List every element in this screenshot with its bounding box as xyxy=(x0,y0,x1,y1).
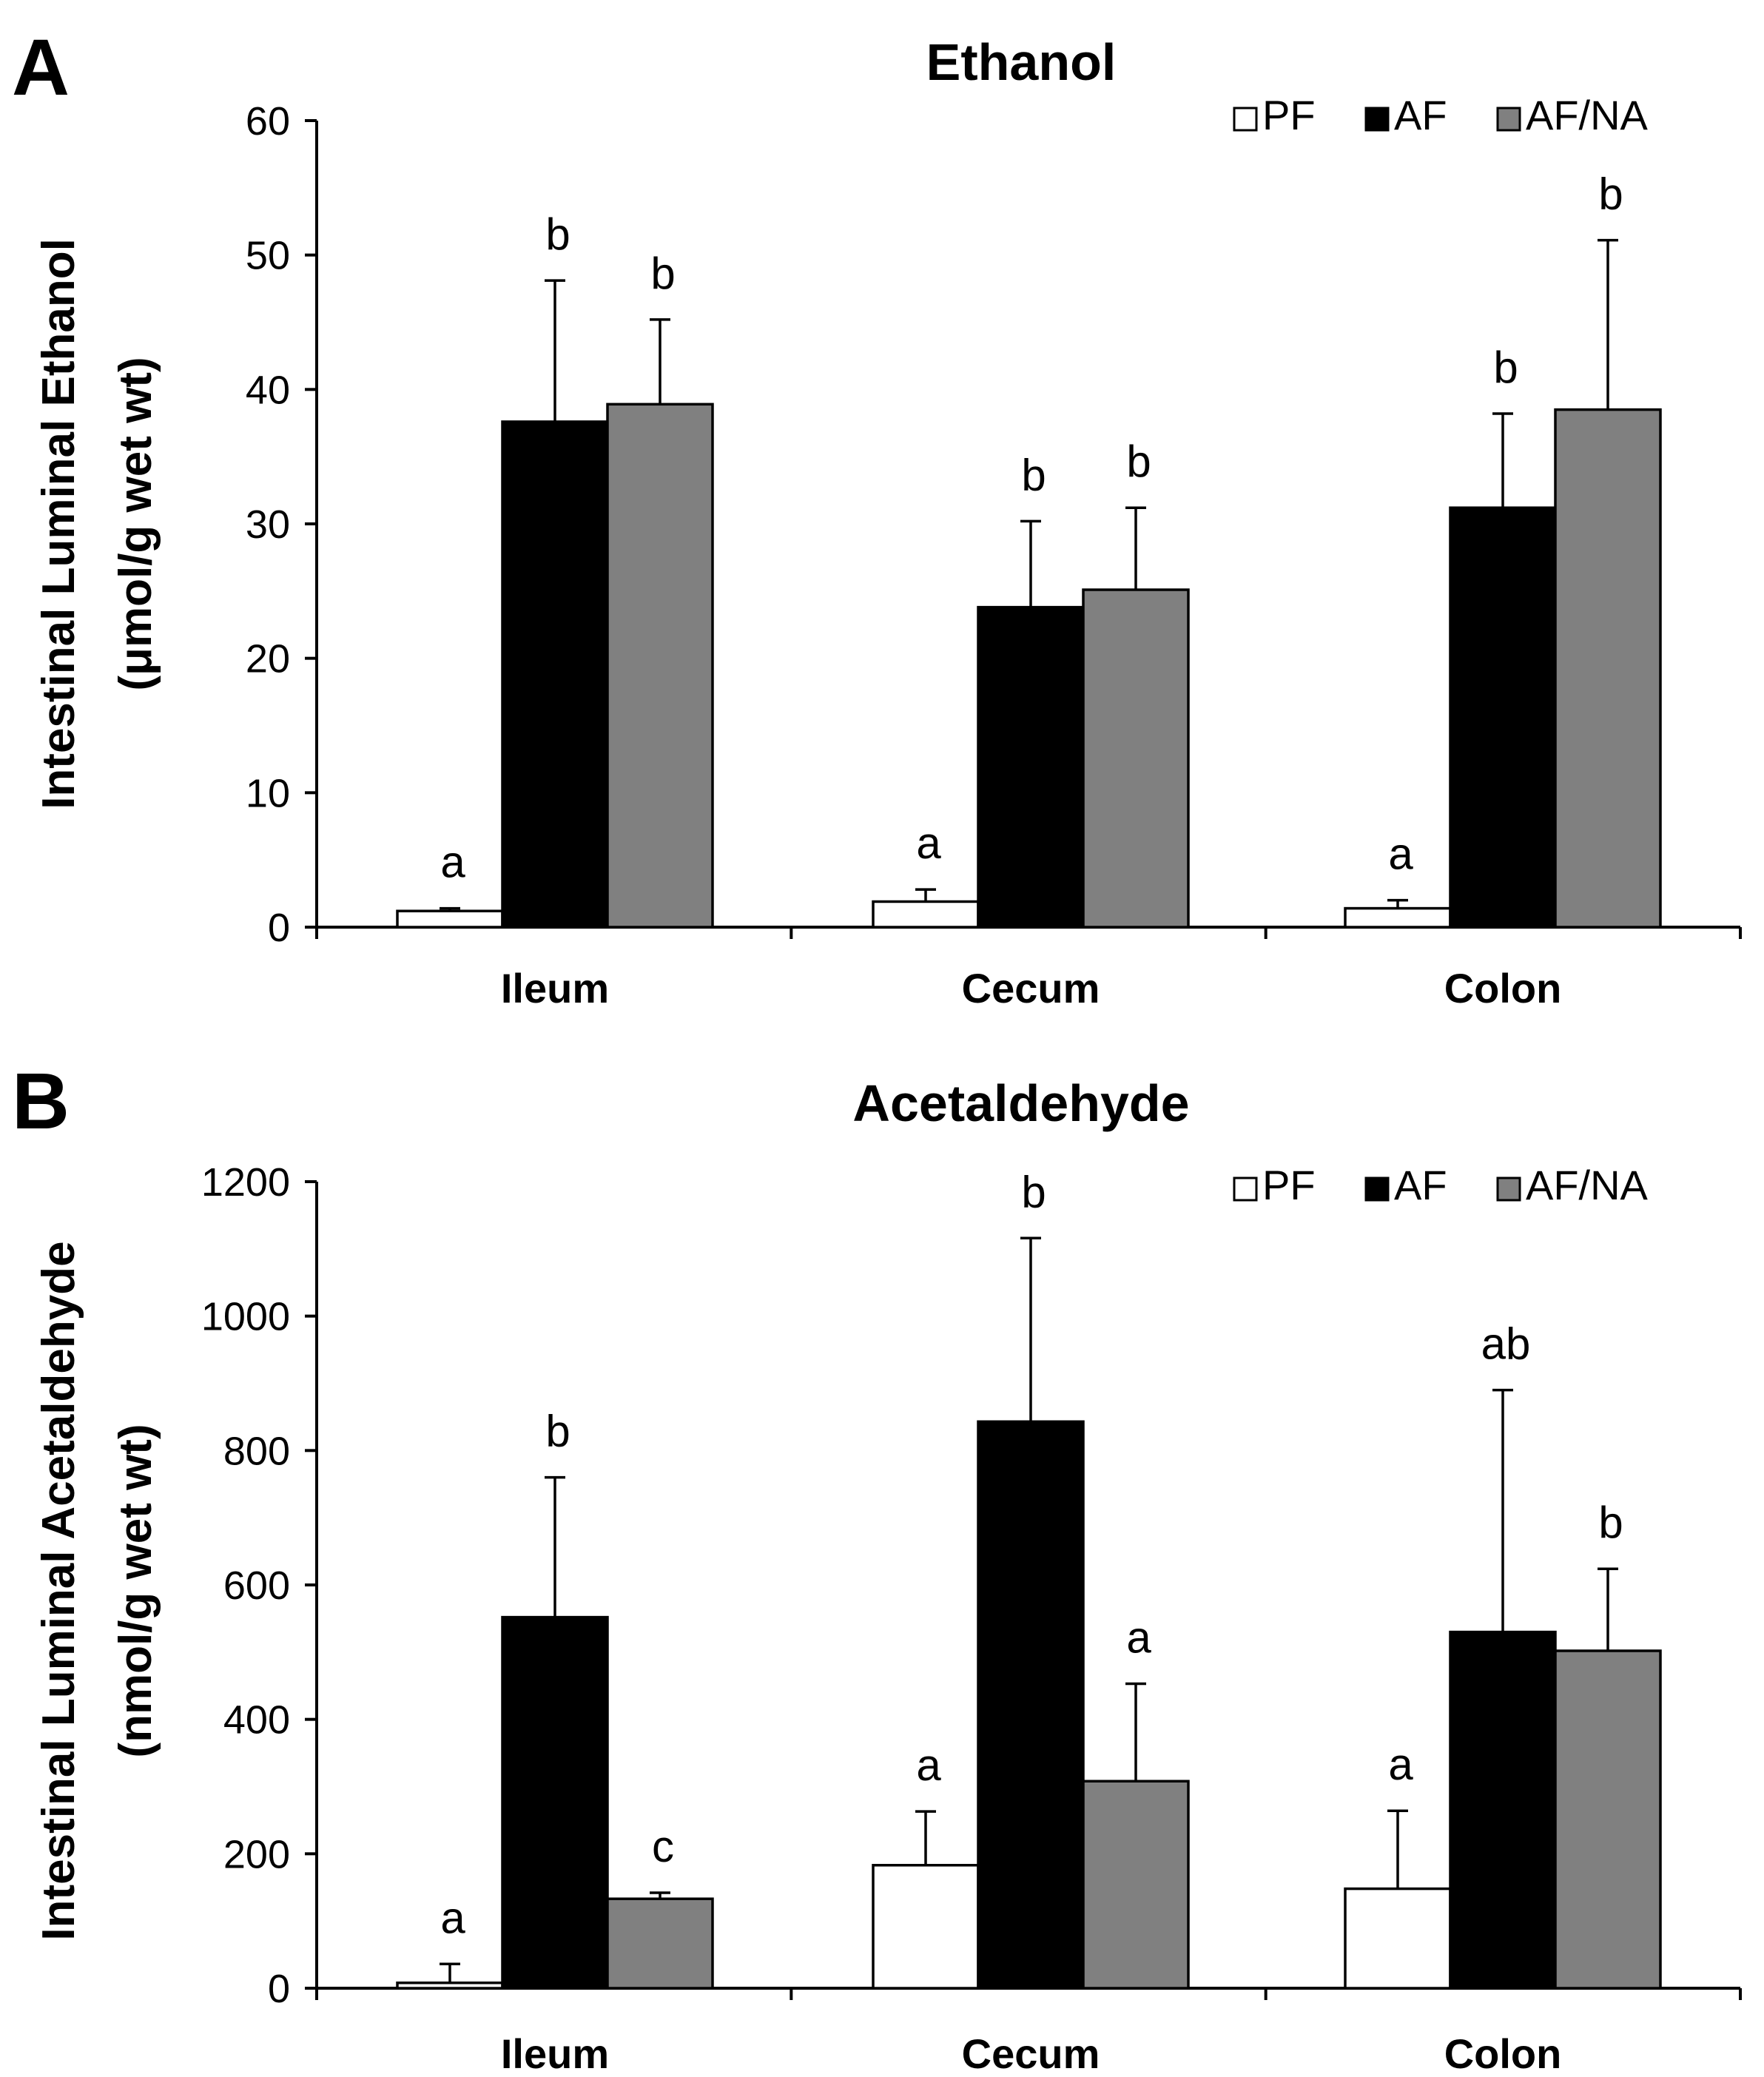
y-tick-label: 600 xyxy=(223,1563,290,1608)
legend-swatch xyxy=(1496,1176,1521,1202)
x-category-label: Colon xyxy=(1444,2030,1562,2077)
y-tick-label: 0 xyxy=(268,1967,290,2011)
legend-swatch xyxy=(1233,107,1258,132)
chart-panel-acetaldehyde: B Acetaldehyde Intestinal Luminal Acetal… xyxy=(12,1056,1742,2077)
y-tick-label: 200 xyxy=(223,1832,290,1876)
legend-swatch xyxy=(1364,1176,1390,1202)
significance-label: c xyxy=(652,1822,674,1871)
legend-item: AF xyxy=(1364,1162,1447,1208)
chart-panel-ethanol: A Ethanol Intestinal Luminal Ethanol (μm… xyxy=(12,22,1742,1011)
y-axis-label-line1: Intestinal Luminal Acetaldehyde xyxy=(33,1241,84,1940)
y-tick-label: 10 xyxy=(246,771,290,815)
y-tick-label: 60 xyxy=(246,99,290,144)
bar-pf xyxy=(1344,1887,1452,1990)
bar-pf xyxy=(396,909,504,929)
legend-item: AF/NA xyxy=(1496,92,1649,138)
bar-pf xyxy=(1344,906,1452,929)
bar-af-na xyxy=(1082,1780,1190,1990)
significance-label: a xyxy=(1126,1613,1151,1663)
legend-item: PF xyxy=(1233,1162,1316,1208)
bar-af xyxy=(1449,1630,1557,1990)
y-tick-label: 1000 xyxy=(201,1295,290,1339)
y-tick-label: 1200 xyxy=(201,1160,290,1205)
panel-letter: B xyxy=(12,1056,70,1145)
x-category-label: Cecum xyxy=(962,2030,1100,2077)
y-axis-label: Intestinal Luminal Ethanol (μmol/g wet w… xyxy=(33,238,161,809)
y-axis-label-line2: (nmol/g wet wt) xyxy=(110,1424,161,1757)
significance-label: a xyxy=(440,838,465,887)
y-tick-label: 800 xyxy=(223,1429,290,1473)
bar-pf xyxy=(396,1981,504,1990)
panel-letter: A xyxy=(12,22,70,112)
y-axis-label: Intestinal Luminal Acetaldehyde (nmol/g … xyxy=(33,1241,161,1940)
legend-swatch xyxy=(1496,107,1521,132)
y-tick-label: 400 xyxy=(223,1698,290,1743)
y-tick-label: 40 xyxy=(246,368,290,412)
x-category-label: Cecum xyxy=(962,965,1100,1011)
legend-label: PF xyxy=(1262,1162,1316,1208)
bar-af-na xyxy=(606,403,714,929)
legend-label: AF xyxy=(1394,92,1447,138)
significance-label: a xyxy=(916,818,941,868)
chart-title: Acetaldehyde xyxy=(852,1074,1189,1132)
bar-af xyxy=(501,1615,609,1990)
bar-af xyxy=(1449,506,1557,929)
significance-label: a xyxy=(1388,829,1413,879)
significance-label: b xyxy=(545,1407,570,1456)
legend-label: AF/NA xyxy=(1526,1162,1649,1208)
x-category-label: Ileum xyxy=(501,965,609,1011)
plot-area: 0 10 20 30 40 50 60 Ileum Cecum Colon a a a b b b b b b PF A… xyxy=(246,92,1742,1011)
significance-label: b xyxy=(1493,343,1518,392)
significance-label: a xyxy=(1388,1740,1413,1789)
bar-af xyxy=(977,1420,1085,1990)
significance-label: b xyxy=(1598,1498,1623,1547)
significance-label: b xyxy=(545,209,570,259)
bar-pf xyxy=(872,900,980,929)
significance-label: a xyxy=(440,1893,465,1942)
significance-label: b xyxy=(1598,169,1623,219)
bar-af-na xyxy=(1082,588,1190,929)
y-axis-label-line1: Intestinal Luminal Ethanol xyxy=(33,238,84,809)
legend-label: AF/NA xyxy=(1526,92,1649,138)
y-tick-label: 20 xyxy=(246,637,290,681)
legend-swatch xyxy=(1233,1176,1258,1202)
bar-af-na xyxy=(1554,1649,1662,1990)
significance-label: b xyxy=(1021,1167,1046,1216)
bar-af-na xyxy=(606,1897,714,1990)
significance-label: b xyxy=(1126,437,1151,486)
y-axis-label-line2: (μmol/g wet wt) xyxy=(110,357,161,690)
bar-pf xyxy=(872,1864,980,1990)
legend-swatch xyxy=(1364,107,1390,132)
y-tick-label: 0 xyxy=(268,906,290,950)
y-tick-label: 30 xyxy=(246,502,290,547)
significance-label: b xyxy=(1021,450,1046,499)
chart-title: Ethanol xyxy=(926,33,1117,91)
significance-label: b xyxy=(650,249,675,298)
x-category-label: Ileum xyxy=(501,2030,609,2077)
y-tick-label: 50 xyxy=(246,234,290,278)
bar-af-na xyxy=(1554,408,1662,929)
x-category-label: Colon xyxy=(1444,965,1562,1011)
legend-item: PF xyxy=(1233,92,1316,138)
legend-label: AF xyxy=(1394,1162,1447,1208)
bar-af xyxy=(977,605,1085,929)
significance-label: a xyxy=(916,1740,941,1790)
legend-item: AF/NA xyxy=(1496,1162,1649,1208)
legend-item: AF xyxy=(1364,92,1447,138)
significance-label: ab xyxy=(1481,1319,1531,1369)
legend-label: PF xyxy=(1262,92,1316,138)
bar-af xyxy=(501,420,609,929)
